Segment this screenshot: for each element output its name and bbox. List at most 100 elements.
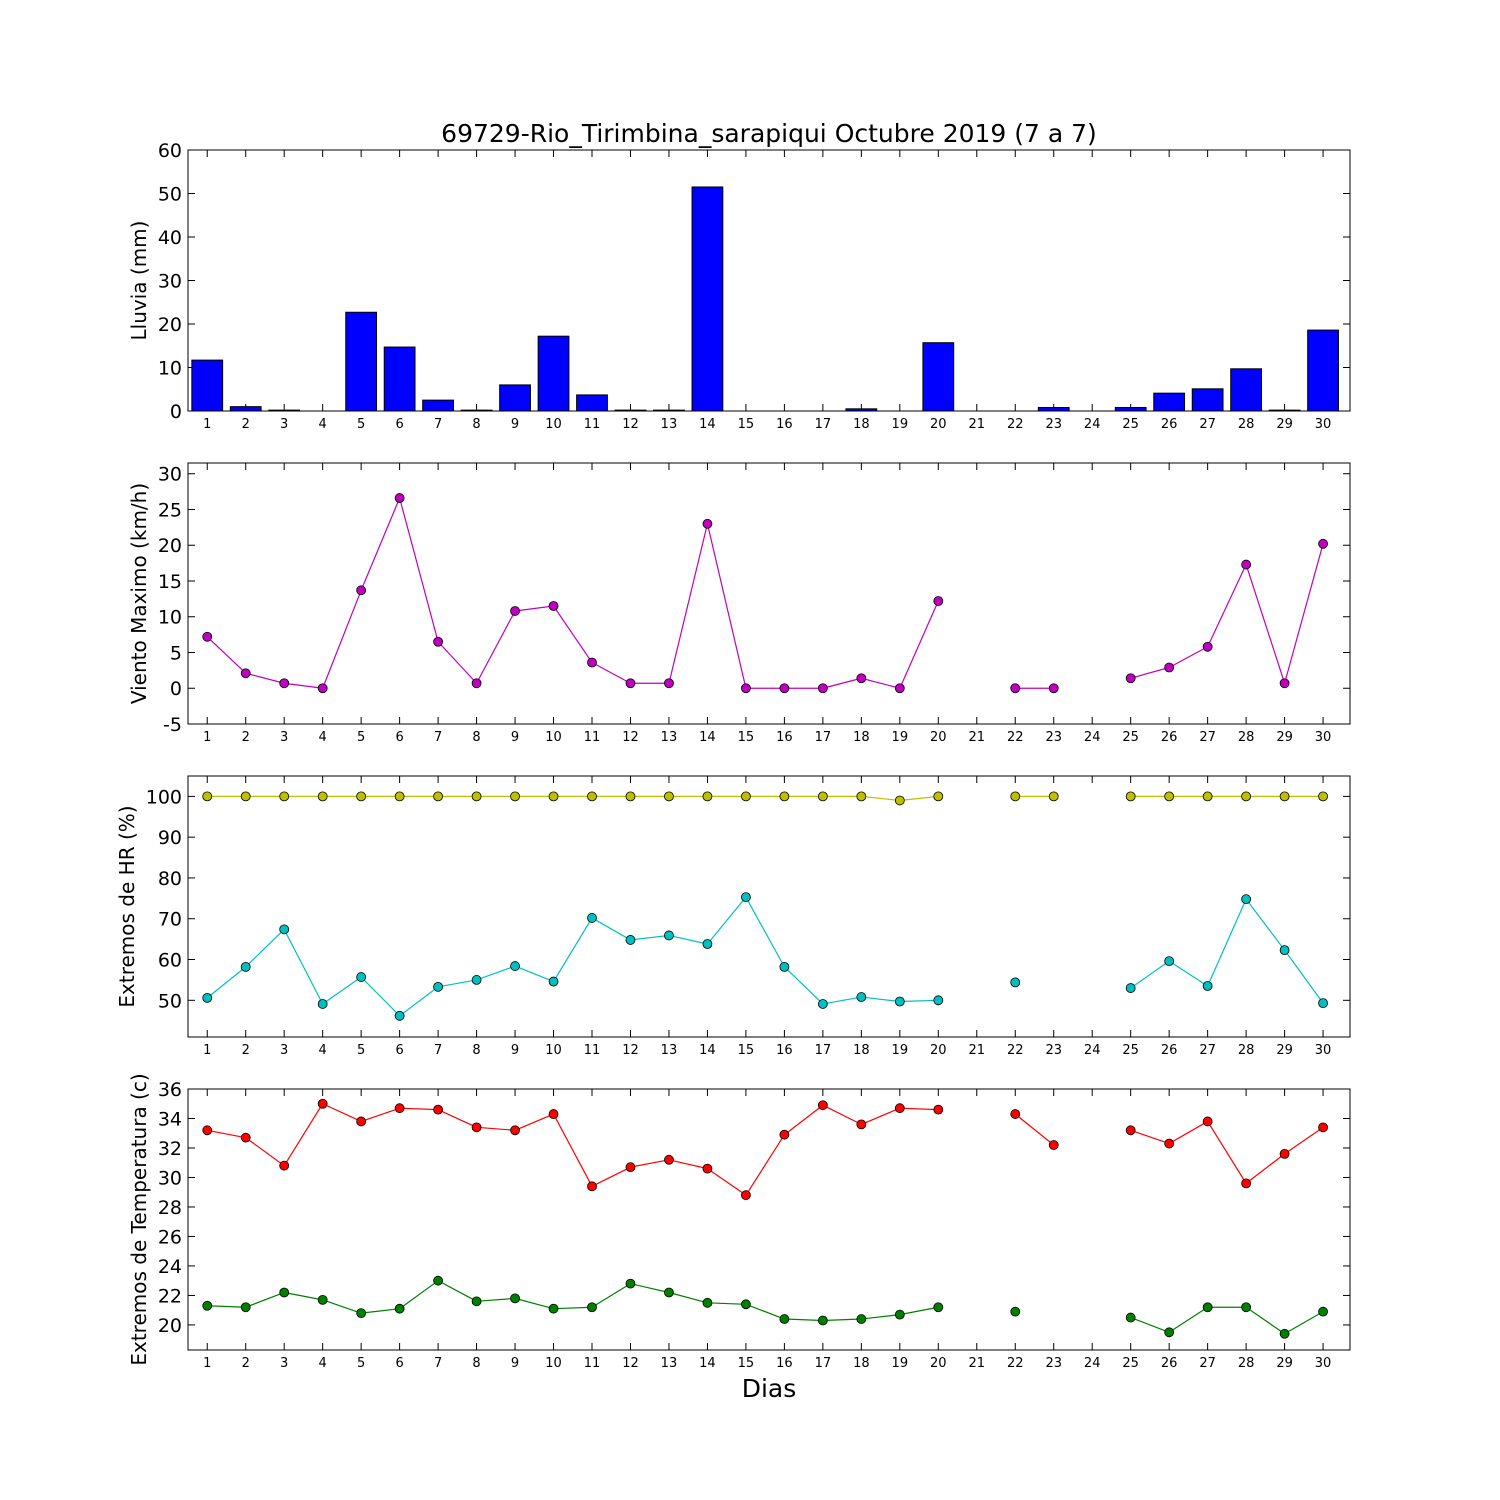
data-point — [1318, 998, 1328, 1009]
y-tick-label: 30 — [158, 464, 182, 486]
data-point — [1202, 981, 1213, 991]
x-tick-label: 8 — [472, 1043, 480, 1058]
series-line-segment — [707, 1302, 746, 1305]
x-tick-label: 27 — [1199, 1043, 1216, 1058]
x-tick-label: 12 — [622, 1356, 639, 1371]
x-tick-label: 8 — [472, 1356, 480, 1371]
x-tick-label: 9 — [511, 730, 519, 745]
x-tick-label: 22 — [1007, 417, 1024, 432]
data-point — [356, 791, 367, 802]
y-tick-label: -5 — [163, 714, 182, 736]
x-tick-label: 25 — [1122, 1043, 1139, 1058]
x-tick-label: 16 — [776, 1043, 793, 1058]
y-tick-label: 30 — [158, 271, 182, 293]
series-line-segment — [207, 1305, 246, 1308]
x-tick-label: 25 — [1122, 417, 1139, 432]
data-point — [1010, 791, 1021, 802]
series-line-segment — [822, 1104, 862, 1125]
x-tick-label: 21 — [969, 417, 986, 432]
x-tick-label: 15 — [738, 730, 755, 745]
data-point — [1318, 538, 1328, 549]
data-point — [433, 1275, 443, 1286]
data-point — [1241, 791, 1252, 802]
series-line-segment — [668, 934, 708, 945]
data-point — [933, 1302, 944, 1313]
series-line-segment — [1284, 949, 1324, 1004]
data-point — [510, 1293, 520, 1304]
x-tick-label: 12 — [622, 730, 639, 745]
series-line-segment — [591, 917, 631, 941]
data-point — [856, 673, 867, 684]
x-tick-label: 11 — [584, 417, 601, 432]
x-tick-label: 10 — [545, 1043, 562, 1058]
x-tick-label: 11 — [584, 730, 601, 745]
y-tick-label: 26 — [158, 1226, 182, 1248]
x-tick-label: 27 — [1199, 417, 1216, 432]
y-tick-label: 50 — [158, 990, 182, 1012]
y-tick-label: 0 — [170, 401, 182, 423]
series-line-segment — [1130, 1316, 1170, 1333]
series-line-segment — [591, 1283, 631, 1308]
data-point — [1241, 1302, 1252, 1313]
series-line-segment — [899, 600, 939, 689]
data-point — [433, 1104, 443, 1115]
data-point — [664, 1287, 674, 1298]
data-point — [779, 683, 790, 694]
series-line-segment — [399, 986, 439, 1017]
x-tick-label: 10 — [545, 417, 562, 432]
series-line-segment — [476, 1126, 516, 1131]
data-point — [664, 791, 674, 802]
data-point — [279, 791, 290, 802]
x-tick-label: 18 — [853, 417, 870, 432]
series-line-segment — [1130, 960, 1170, 989]
series-line-segment — [437, 1280, 477, 1302]
data-point — [317, 999, 328, 1009]
data-point — [1125, 1125, 1136, 1136]
rain-bar — [922, 342, 955, 412]
x-tick-label: 19 — [892, 730, 909, 745]
x-tick-label: 26 — [1161, 730, 1178, 745]
data-point — [279, 1287, 290, 1298]
y-tick-label: 32 — [158, 1138, 182, 1160]
series-line-segment — [476, 1297, 516, 1302]
data-point — [1318, 1306, 1328, 1317]
data-point — [394, 1103, 405, 1114]
x-tick-label: 9 — [511, 1043, 519, 1058]
data-point — [510, 961, 520, 971]
series-line-segment — [322, 976, 362, 1005]
data-point — [240, 961, 251, 972]
x-tick-label: 23 — [1045, 417, 1062, 432]
x-tick-label: 3 — [280, 417, 288, 432]
y-tick-label: 30 — [158, 1167, 182, 1189]
x-tick-label: 4 — [319, 417, 327, 432]
data-point — [741, 892, 751, 903]
data-point — [817, 999, 828, 1009]
x-tick-label: 21 — [969, 1043, 986, 1058]
x-tick-label: 21 — [969, 730, 986, 745]
x-tick-label: 28 — [1238, 417, 1255, 432]
data-point — [817, 1100, 828, 1111]
x-tick-label: 7 — [434, 1356, 442, 1371]
data-point — [471, 975, 482, 985]
y-tick-label: 40 — [158, 227, 182, 249]
x-tick-label: 23 — [1045, 1356, 1062, 1371]
x-tick-label: 6 — [395, 1043, 403, 1058]
series-line-segment — [1207, 564, 1247, 648]
data-point — [702, 1163, 713, 1174]
rain-bar — [614, 409, 647, 412]
series-line-segment — [437, 979, 477, 988]
series-line-segment — [245, 1137, 285, 1167]
series-line-segment — [668, 1159, 708, 1170]
data-point — [471, 1122, 482, 1133]
x-tick-label: 1 — [203, 1356, 211, 1371]
x-tick-label: 5 — [357, 1043, 365, 1058]
series-line-segment — [1014, 1113, 1055, 1146]
series-line-segment — [591, 661, 631, 684]
x-tick-label: 5 — [357, 730, 365, 745]
series-line-segment — [1245, 1306, 1285, 1335]
series-line-segment — [399, 1107, 439, 1111]
data-point — [1164, 791, 1175, 802]
series-line-segment — [207, 1129, 246, 1139]
plot-frame — [187, 149, 1351, 412]
